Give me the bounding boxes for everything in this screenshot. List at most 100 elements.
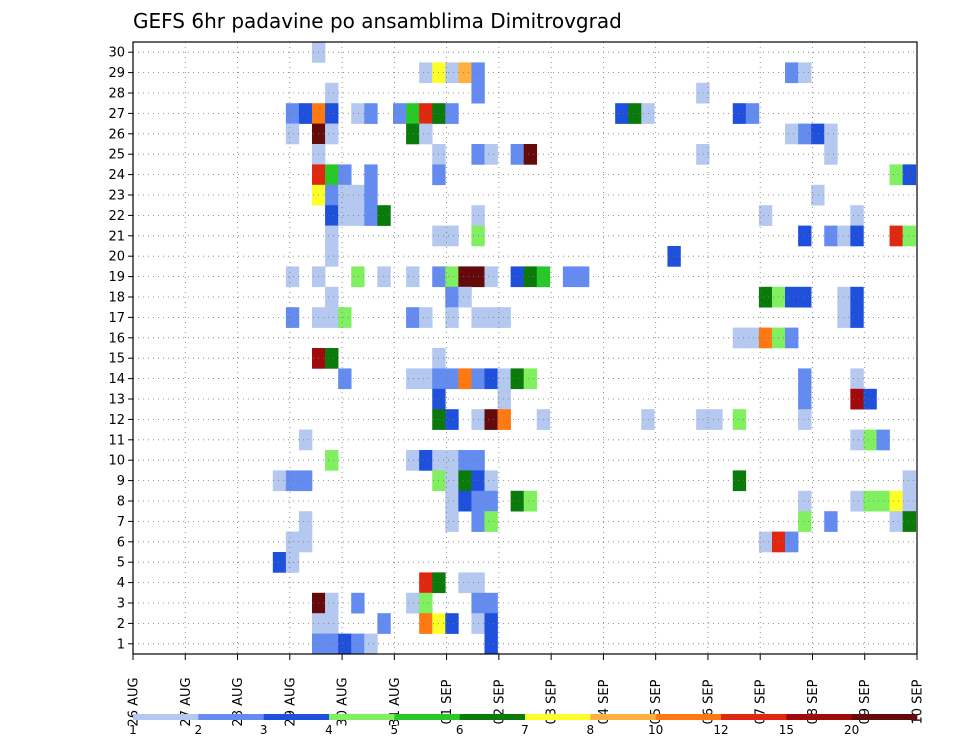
heatmap-cell (696, 144, 710, 165)
y-tick-label: 9 (117, 474, 125, 489)
heatmap-cell (285, 123, 300, 145)
y-tick-label: 23 (108, 189, 125, 204)
heatmap-cell (445, 286, 459, 308)
heatmap-cell (824, 123, 838, 145)
heatmap-cell (484, 633, 498, 655)
colorbar-swatch (329, 714, 395, 720)
heatmap-cell (325, 450, 339, 471)
y-tick-label: 14 (108, 372, 125, 387)
colorbar-label: 15 (779, 723, 794, 737)
heatmap-cell (325, 307, 339, 328)
y-tick-label: 26 (108, 127, 125, 142)
heatmap-cell (419, 368, 433, 390)
heatmap-cell (338, 164, 352, 186)
heatmap-cell (325, 184, 339, 206)
y-tick-label: 15 (108, 352, 125, 367)
heatmap-cell (458, 286, 472, 308)
heatmap-cell (902, 490, 916, 512)
heatmap-cell (484, 613, 498, 634)
colorbar-label: 3 (260, 723, 268, 737)
heatmap-cell (732, 470, 747, 492)
heatmap-cell (745, 103, 760, 124)
heatmap-cell (785, 62, 799, 84)
heatmap-cell (377, 266, 391, 288)
heatmap-cell (575, 266, 590, 288)
heatmap-cell (510, 368, 524, 390)
heatmap-cell (484, 511, 498, 532)
heatmap-cell (562, 266, 577, 288)
heatmap-cell (758, 531, 773, 553)
y-tick-label: 19 (108, 270, 125, 285)
heatmap-cell (785, 286, 799, 308)
y-tick-label: 18 (108, 291, 125, 306)
heatmap-cell (850, 286, 864, 308)
heatmap-cell (419, 123, 433, 145)
y-tick-label: 11 (108, 433, 125, 448)
heatmap-cell (351, 184, 365, 206)
heatmap-cell (824, 511, 838, 532)
heatmap-cell (510, 490, 524, 512)
heatmap-cell (458, 450, 472, 471)
heatmap-cell (510, 144, 524, 165)
x-tick-label: 04 SEP (597, 679, 612, 724)
heatmap-cell (338, 184, 352, 206)
y-tick-label: 21 (108, 229, 125, 244)
heatmap-cell (523, 144, 538, 165)
heatmap-cell (406, 307, 420, 328)
heatmap-cell (445, 307, 459, 328)
heatmap-cell (497, 409, 511, 430)
heatmap-cell (785, 327, 799, 349)
x-tick-label: 10 SEP (911, 679, 926, 724)
heatmap-cell (811, 123, 825, 145)
heatmap-cell (484, 368, 498, 390)
heatmap-cell (824, 144, 838, 165)
x-tick-label: 08 SEP (806, 679, 821, 724)
heatmap-cell (285, 103, 300, 124)
heatmap-cell (325, 592, 339, 614)
heatmap-cell (419, 62, 433, 84)
colorbar: 1 2 3 4 5 6 7 8 10 12 15 20 (129, 714, 918, 737)
y-tick-label: 24 (108, 168, 125, 183)
heatmap-cell (458, 266, 472, 288)
heatmap-cell (758, 286, 773, 308)
heatmap-cell (811, 184, 825, 206)
x-tick-label: 07 SEP (754, 679, 769, 724)
heatmap-cell (850, 205, 864, 226)
heatmap-cell (445, 511, 459, 532)
y-tick-label: 2 (117, 617, 125, 632)
heatmap-cell (377, 613, 391, 634)
heatmap-cell (863, 388, 877, 410)
heatmap-cell (364, 103, 378, 124)
heatmap-cell (798, 62, 812, 84)
heatmap-cell (484, 266, 498, 288)
heatmap-cell (338, 368, 352, 390)
heatmap-cell (285, 307, 300, 328)
heatmap-cell (325, 225, 339, 247)
heatmap-cell (745, 327, 760, 349)
y-tick-label: 12 (108, 413, 125, 428)
heatmap-cell (758, 327, 773, 349)
heatmap-cell (458, 368, 472, 390)
heatmap-cell (445, 490, 459, 512)
heatmap-cell (325, 246, 339, 267)
x-tick-label: 09 SEP (858, 679, 873, 724)
y-tick-label: 10 (108, 454, 125, 469)
heatmap-cell (863, 490, 877, 512)
heatmap-cell (406, 123, 420, 145)
colorbar-label: 12 (713, 723, 728, 737)
heatmap-cell (850, 225, 864, 247)
colorbar-label: 10 (648, 723, 663, 737)
heatmap-cell (497, 388, 511, 410)
heatmap-cell (325, 82, 339, 104)
heatmap-cell (364, 633, 378, 655)
heatmap-cell (351, 266, 365, 288)
heatmap-cell (889, 164, 903, 186)
y-tick-label: 5 (117, 556, 125, 571)
heatmap-cell (615, 103, 629, 124)
heatmap-cell (798, 388, 812, 410)
heatmap-cell (824, 225, 838, 247)
heatmap-cell (325, 633, 339, 655)
heatmap-cell (298, 511, 313, 532)
heatmap-cell (523, 490, 538, 512)
colorbar-swatch (721, 714, 787, 720)
